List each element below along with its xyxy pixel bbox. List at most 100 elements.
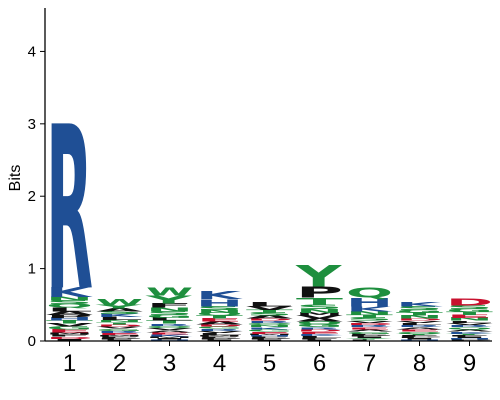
x-tick-label-3: 3 (163, 350, 176, 377)
x-tick-label-7: 7 (363, 350, 376, 377)
logo-glyph-f-pos6: F (296, 338, 343, 340)
logo-glyph-d-pos9: D (446, 296, 493, 308)
axes-layer: 0 1 2 3 4 1 2 3 4 5 6 7 8 9 (28, 8, 492, 377)
logo-glyph-h-pos9: H (446, 338, 493, 340)
logo-glyph-m-pos3: M (146, 336, 193, 338)
logo-glyph-w-pos2: W (96, 298, 143, 307)
logo-glyph-y-pos9: Y (445, 333, 493, 335)
logo-glyph-p-pos9: P (446, 339, 493, 341)
logo-glyph-d-pos2: D (96, 324, 143, 327)
logo-glyph-f-pos9: F (446, 335, 493, 337)
logo-glyph-f-pos1: F (46, 334, 93, 337)
logo-glyph-m-pos4: M (196, 335, 243, 337)
logo-glyph-a-pos8: A (396, 327, 444, 330)
logo-glyph-e-pos4: E (196, 318, 243, 323)
logo-glyph-e-pos6: E (296, 331, 343, 334)
logo-glyph-t-pos9: T (446, 311, 494, 316)
logo-glyph-f-pos3: F (146, 302, 193, 309)
y-tick-label-3: 3 (28, 116, 36, 133)
x-tick-label-1: 1 (63, 350, 76, 377)
logo-glyph-n-pos2: N (96, 319, 143, 322)
logo-glyph-f-pos8: F (396, 335, 443, 337)
logo-glyph-g-pos3: G (146, 314, 193, 319)
logo-glyph-e-pos7: E (346, 327, 393, 330)
logo-glyph-y-pos8: Y (395, 333, 443, 335)
logo-glyph-s-pos1: S (46, 299, 93, 305)
logo-glyph-r-pos3: R (146, 323, 193, 326)
logo-glyph-v-pos3: V (146, 327, 194, 330)
logo-glyph-t-pos6: T (296, 296, 344, 308)
logo-glyph-g-pos2: G (96, 328, 143, 332)
logo-glyph-p-pos7: P (346, 335, 393, 337)
logo-glyph-q-pos8: Q (396, 331, 443, 334)
logo-glyph-p-pos1: P (46, 314, 93, 319)
logo-glyph-d-pos6: D (296, 329, 343, 332)
logo-glyph-d-pos1: D (46, 336, 93, 339)
logo-glyph-t-pos4: T (196, 315, 244, 320)
logo-glyph-i-pos9: I (446, 336, 493, 338)
logo-glyph-e-pos5: E (246, 331, 293, 334)
logo-glyph-t-pos3: T (146, 320, 194, 325)
logo-glyph-m-pos5: M (246, 333, 293, 335)
logo-glyph-n-pos4: N (196, 309, 243, 314)
logo-glyph-l-pos3: L (146, 317, 193, 322)
logo-glyph-t-pos7: T (346, 314, 394, 319)
y-tick-label-0: 0 (28, 333, 36, 350)
logo-glyph-r-pos5: R (246, 320, 293, 323)
logo-glyph-v-pos6: V (296, 315, 344, 320)
logo-glyph-p-pos2: P (96, 338, 143, 340)
logo-glyph-l-pos8: L (396, 322, 443, 325)
logo-glyph-s-pos8: S (396, 305, 443, 311)
logo-glyph-k-pos9: K (446, 331, 494, 334)
logo-glyph-q-pos3: Q (146, 325, 193, 328)
logo-glyph-s-pos9: S (446, 305, 493, 311)
logo-glyph-i-pos6: I (296, 339, 343, 341)
logo-glyph-f-pos2: F (96, 336, 143, 338)
logo-glyph-k-pos5: K (246, 327, 294, 330)
logo-glyph-n-pos8: N (396, 315, 443, 320)
logo-glyph-v-pos2: V (96, 326, 144, 329)
logo-glyph-v-pos5: V (246, 305, 294, 311)
logo-glyph-q-pos4: Q (196, 312, 243, 317)
logo-glyph-n-pos1: N (46, 296, 93, 302)
logo-glyph-g-pos6: G (296, 324, 343, 329)
logo-glyph-k-pos3: K (146, 334, 194, 337)
logo-glyph-n-pos6: N (296, 308, 343, 314)
logo-glyph-s-pos7: S (346, 317, 393, 322)
logo-glyph-p-pos8: P (396, 336, 443, 338)
logo-glyph-r-pos8: R (396, 325, 443, 328)
logo-glyph-e-pos1: E (46, 329, 93, 334)
logo-glyph-k-pos6: K (296, 333, 344, 336)
logo-glyph-g-pos4: G (196, 326, 243, 330)
logo-glyph-q-pos9: Q (446, 327, 493, 330)
logo-glyph-v-pos1: V (46, 323, 94, 328)
logo-glyph-a-pos7: A (346, 329, 394, 332)
x-tick-label-8: 8 (413, 350, 426, 377)
logo-glyph-v-pos9: V (446, 322, 494, 325)
y-tick-label-2: 2 (28, 188, 36, 205)
logo-glyph-r-pos2: R (96, 330, 143, 333)
logo-glyph-s-pos2: S (96, 311, 143, 316)
y-axis-title: Bits (7, 165, 24, 192)
logo-glyph-i-pos8: I (396, 338, 443, 340)
logo-glyph-h-pos1: H (46, 317, 93, 322)
x-tick-label-5: 5 (263, 350, 276, 377)
logo-glyph-y-pos7: Y (345, 338, 393, 340)
logo-glyph-r-pos9: R (446, 325, 493, 328)
logo-glyph-e-pos3: E (146, 332, 193, 335)
logo-glyph-q-pos7: Q (346, 286, 393, 301)
logo-glyph-l-pos9: L (446, 320, 493, 323)
logo-glyph-l-pos4: L (196, 333, 243, 336)
logo-glyph-s-pos6: S (296, 304, 343, 311)
x-tick-label-9: 9 (463, 350, 476, 377)
logo-glyph-t-pos8: T (396, 312, 444, 317)
logo-glyph-r-pos4: R (196, 328, 243, 331)
logo-glyph-g-pos5: G (246, 329, 293, 333)
logo-glyph-f-pos4: F (196, 336, 243, 338)
logo-glyph-t-pos2: T (96, 322, 143, 325)
logo-glyph-g-pos8: G (396, 309, 443, 314)
logo-glyph-g-pos9: G (446, 308, 493, 313)
logo-glyph-y-pos3: Y (145, 293, 192, 306)
logo-glyph-a-pos3: A (146, 330, 194, 333)
